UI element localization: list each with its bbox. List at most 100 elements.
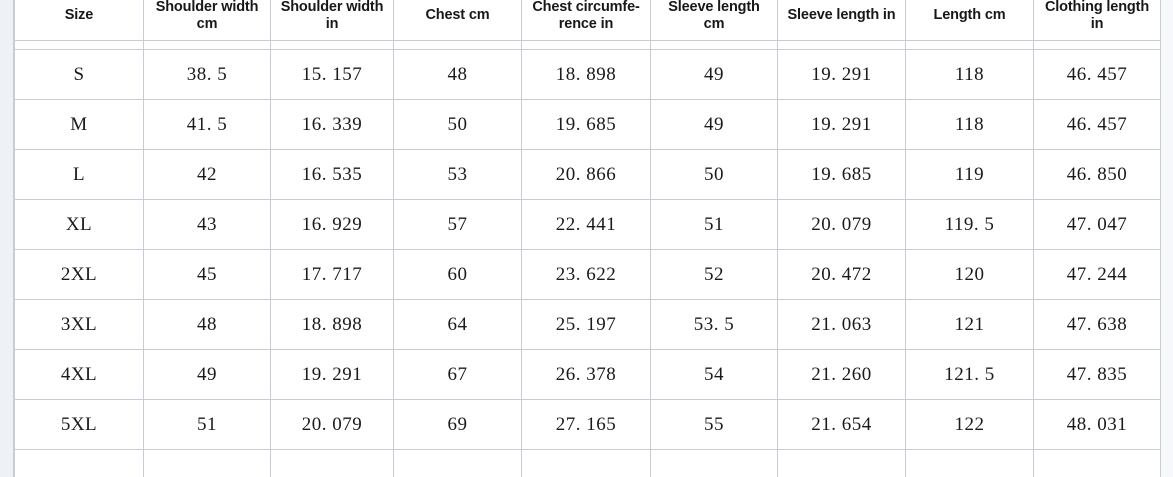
size-label-cell[interactable]: 5XL (14, 399, 144, 450)
size-label-cell[interactable]: 4XL (14, 349, 144, 400)
measurement-cell[interactable]: 21. 654 (777, 399, 906, 450)
measurement-cell[interactable]: 25. 197 (521, 299, 651, 350)
measurement-cell[interactable]: 17. 717 (270, 249, 394, 300)
size-label-cell[interactable]: M (14, 99, 144, 150)
measurement-cell[interactable]: 15. 157 (270, 49, 394, 100)
size-label-cell[interactable]: S (14, 49, 144, 100)
column-header-0[interactable]: Size (14, 0, 144, 41)
measurement-cell[interactable]: 47. 835 (1033, 349, 1161, 400)
measurement-cell[interactable]: 50 (393, 99, 522, 150)
measurement-cell[interactable]: 38. 5 (143, 49, 271, 100)
measurement-cell[interactable]: 118 (905, 99, 1034, 150)
measurement-cell[interactable]: 23. 622 (521, 249, 651, 300)
size-label-cell[interactable]: L (14, 149, 144, 200)
empty-cell[interactable] (521, 449, 651, 477)
measurement-cell[interactable]: 55 (650, 399, 778, 450)
column-header-3[interactable]: Chest cm (393, 0, 522, 41)
measurement-cell[interactable]: 48 (143, 299, 271, 350)
measurement-cell[interactable]: 20. 472 (777, 249, 906, 300)
measurement-cell[interactable]: 64 (393, 299, 522, 350)
measurement-cell[interactable]: 57 (393, 199, 522, 250)
empty-cell[interactable] (1033, 40, 1161, 50)
measurement-cell[interactable]: 21. 063 (777, 299, 906, 350)
measurement-cell[interactable]: 53. 5 (650, 299, 778, 350)
measurement-cell[interactable]: 18. 898 (521, 49, 651, 100)
measurement-cell[interactable]: 52 (650, 249, 778, 300)
empty-cell[interactable] (521, 40, 651, 50)
measurement-cell[interactable]: 45 (143, 249, 271, 300)
measurement-cell[interactable]: 49 (650, 49, 778, 100)
empty-cell[interactable] (270, 40, 394, 50)
measurement-cell[interactable]: 27. 165 (521, 399, 651, 450)
measurement-cell[interactable]: 19. 685 (777, 149, 906, 200)
measurement-cell[interactable]: 51 (143, 399, 271, 450)
measurement-cell[interactable]: 46. 457 (1033, 99, 1161, 150)
measurement-cell[interactable]: 19. 291 (777, 99, 906, 150)
measurement-cell[interactable]: 43 (143, 199, 271, 250)
measurement-cell[interactable]: 49 (650, 99, 778, 150)
measurement-cell[interactable]: 51 (650, 199, 778, 250)
empty-cell[interactable] (143, 449, 271, 477)
measurement-cell[interactable]: 16. 535 (270, 149, 394, 200)
column-header-8[interactable]: Clothing length in (1033, 0, 1161, 41)
measurement-cell[interactable]: 46. 457 (1033, 49, 1161, 100)
empty-cell[interactable] (777, 40, 906, 50)
column-header-5[interactable]: Sleeve length cm (650, 0, 778, 41)
measurement-cell[interactable]: 47. 047 (1033, 199, 1161, 250)
column-header-4[interactable]: Chest circumfe-rence in (521, 0, 651, 41)
empty-cell[interactable] (905, 40, 1034, 50)
empty-cell[interactable] (393, 40, 522, 50)
measurement-cell[interactable]: 121. 5 (905, 349, 1034, 400)
measurement-cell[interactable]: 49 (143, 349, 271, 400)
measurement-cell[interactable]: 41. 5 (143, 99, 271, 150)
measurement-cell[interactable]: 22. 441 (521, 199, 651, 250)
column-header-7[interactable]: Length cm (905, 0, 1034, 41)
measurement-cell[interactable]: 26. 378 (521, 349, 651, 400)
empty-cell[interactable] (393, 449, 522, 477)
measurement-cell[interactable]: 48 (393, 49, 522, 100)
measurement-cell[interactable]: 19. 685 (521, 99, 651, 150)
empty-cell[interactable] (14, 449, 144, 477)
measurement-cell[interactable]: 50 (650, 149, 778, 200)
measurement-cell[interactable]: 67 (393, 349, 522, 400)
empty-cell[interactable] (777, 449, 906, 477)
measurement-cell[interactable]: 121 (905, 299, 1034, 350)
measurement-cell[interactable]: 118 (905, 49, 1034, 100)
measurement-cell[interactable]: 20. 866 (521, 149, 651, 200)
measurement-cell[interactable]: 48. 031 (1033, 399, 1161, 450)
column-header-1[interactable]: Shoulder width cm (143, 0, 271, 41)
measurement-cell[interactable]: 47. 244 (1033, 249, 1161, 300)
measurement-cell[interactable]: 54 (650, 349, 778, 400)
size-label-cell[interactable]: 3XL (14, 299, 144, 350)
measurement-cell[interactable]: 16. 929 (270, 199, 394, 250)
measurement-cell[interactable]: 46. 850 (1033, 149, 1161, 200)
empty-cell[interactable] (650, 449, 778, 477)
size-label-cell[interactable]: 2XL (14, 249, 144, 300)
table-row: S 38. 5 15. 157 48 18. 898 49 19. 291 118 46. 45… (14, 49, 1161, 100)
empty-cell[interactable] (270, 449, 394, 477)
measurement-cell[interactable]: 60 (393, 249, 522, 300)
empty-cell[interactable] (14, 40, 144, 50)
measurement-cell[interactable]: 16. 339 (270, 99, 394, 150)
measurement-cell[interactable]: 122 (905, 399, 1034, 450)
measurement-cell[interactable]: 19. 291 (777, 49, 906, 100)
measurement-cell[interactable]: 42 (143, 149, 271, 200)
measurement-cell[interactable]: 18. 898 (270, 299, 394, 350)
measurement-cell[interactable]: 119 (905, 149, 1034, 200)
measurement-cell[interactable]: 21. 260 (777, 349, 906, 400)
measurement-cell[interactable]: 119. 5 (905, 199, 1034, 250)
empty-cell[interactable] (1033, 449, 1161, 477)
measurement-cell[interactable]: 20. 079 (777, 199, 906, 250)
empty-cell[interactable] (143, 40, 271, 50)
measurement-cell[interactable]: 20. 079 (270, 399, 394, 450)
size-label-cell[interactable]: XL (14, 199, 144, 250)
measurement-cell[interactable]: 120 (905, 249, 1034, 300)
column-header-2[interactable]: Shoulder width in (270, 0, 394, 41)
empty-cell[interactable] (650, 40, 778, 50)
column-header-6[interactable]: Sleeve length in (777, 0, 906, 41)
measurement-cell[interactable]: 53 (393, 149, 522, 200)
measurement-cell[interactable]: 19. 291 (270, 349, 394, 400)
measurement-cell[interactable]: 47. 638 (1033, 299, 1161, 350)
measurement-cell[interactable]: 69 (393, 399, 522, 450)
empty-cell[interactable] (905, 449, 1034, 477)
